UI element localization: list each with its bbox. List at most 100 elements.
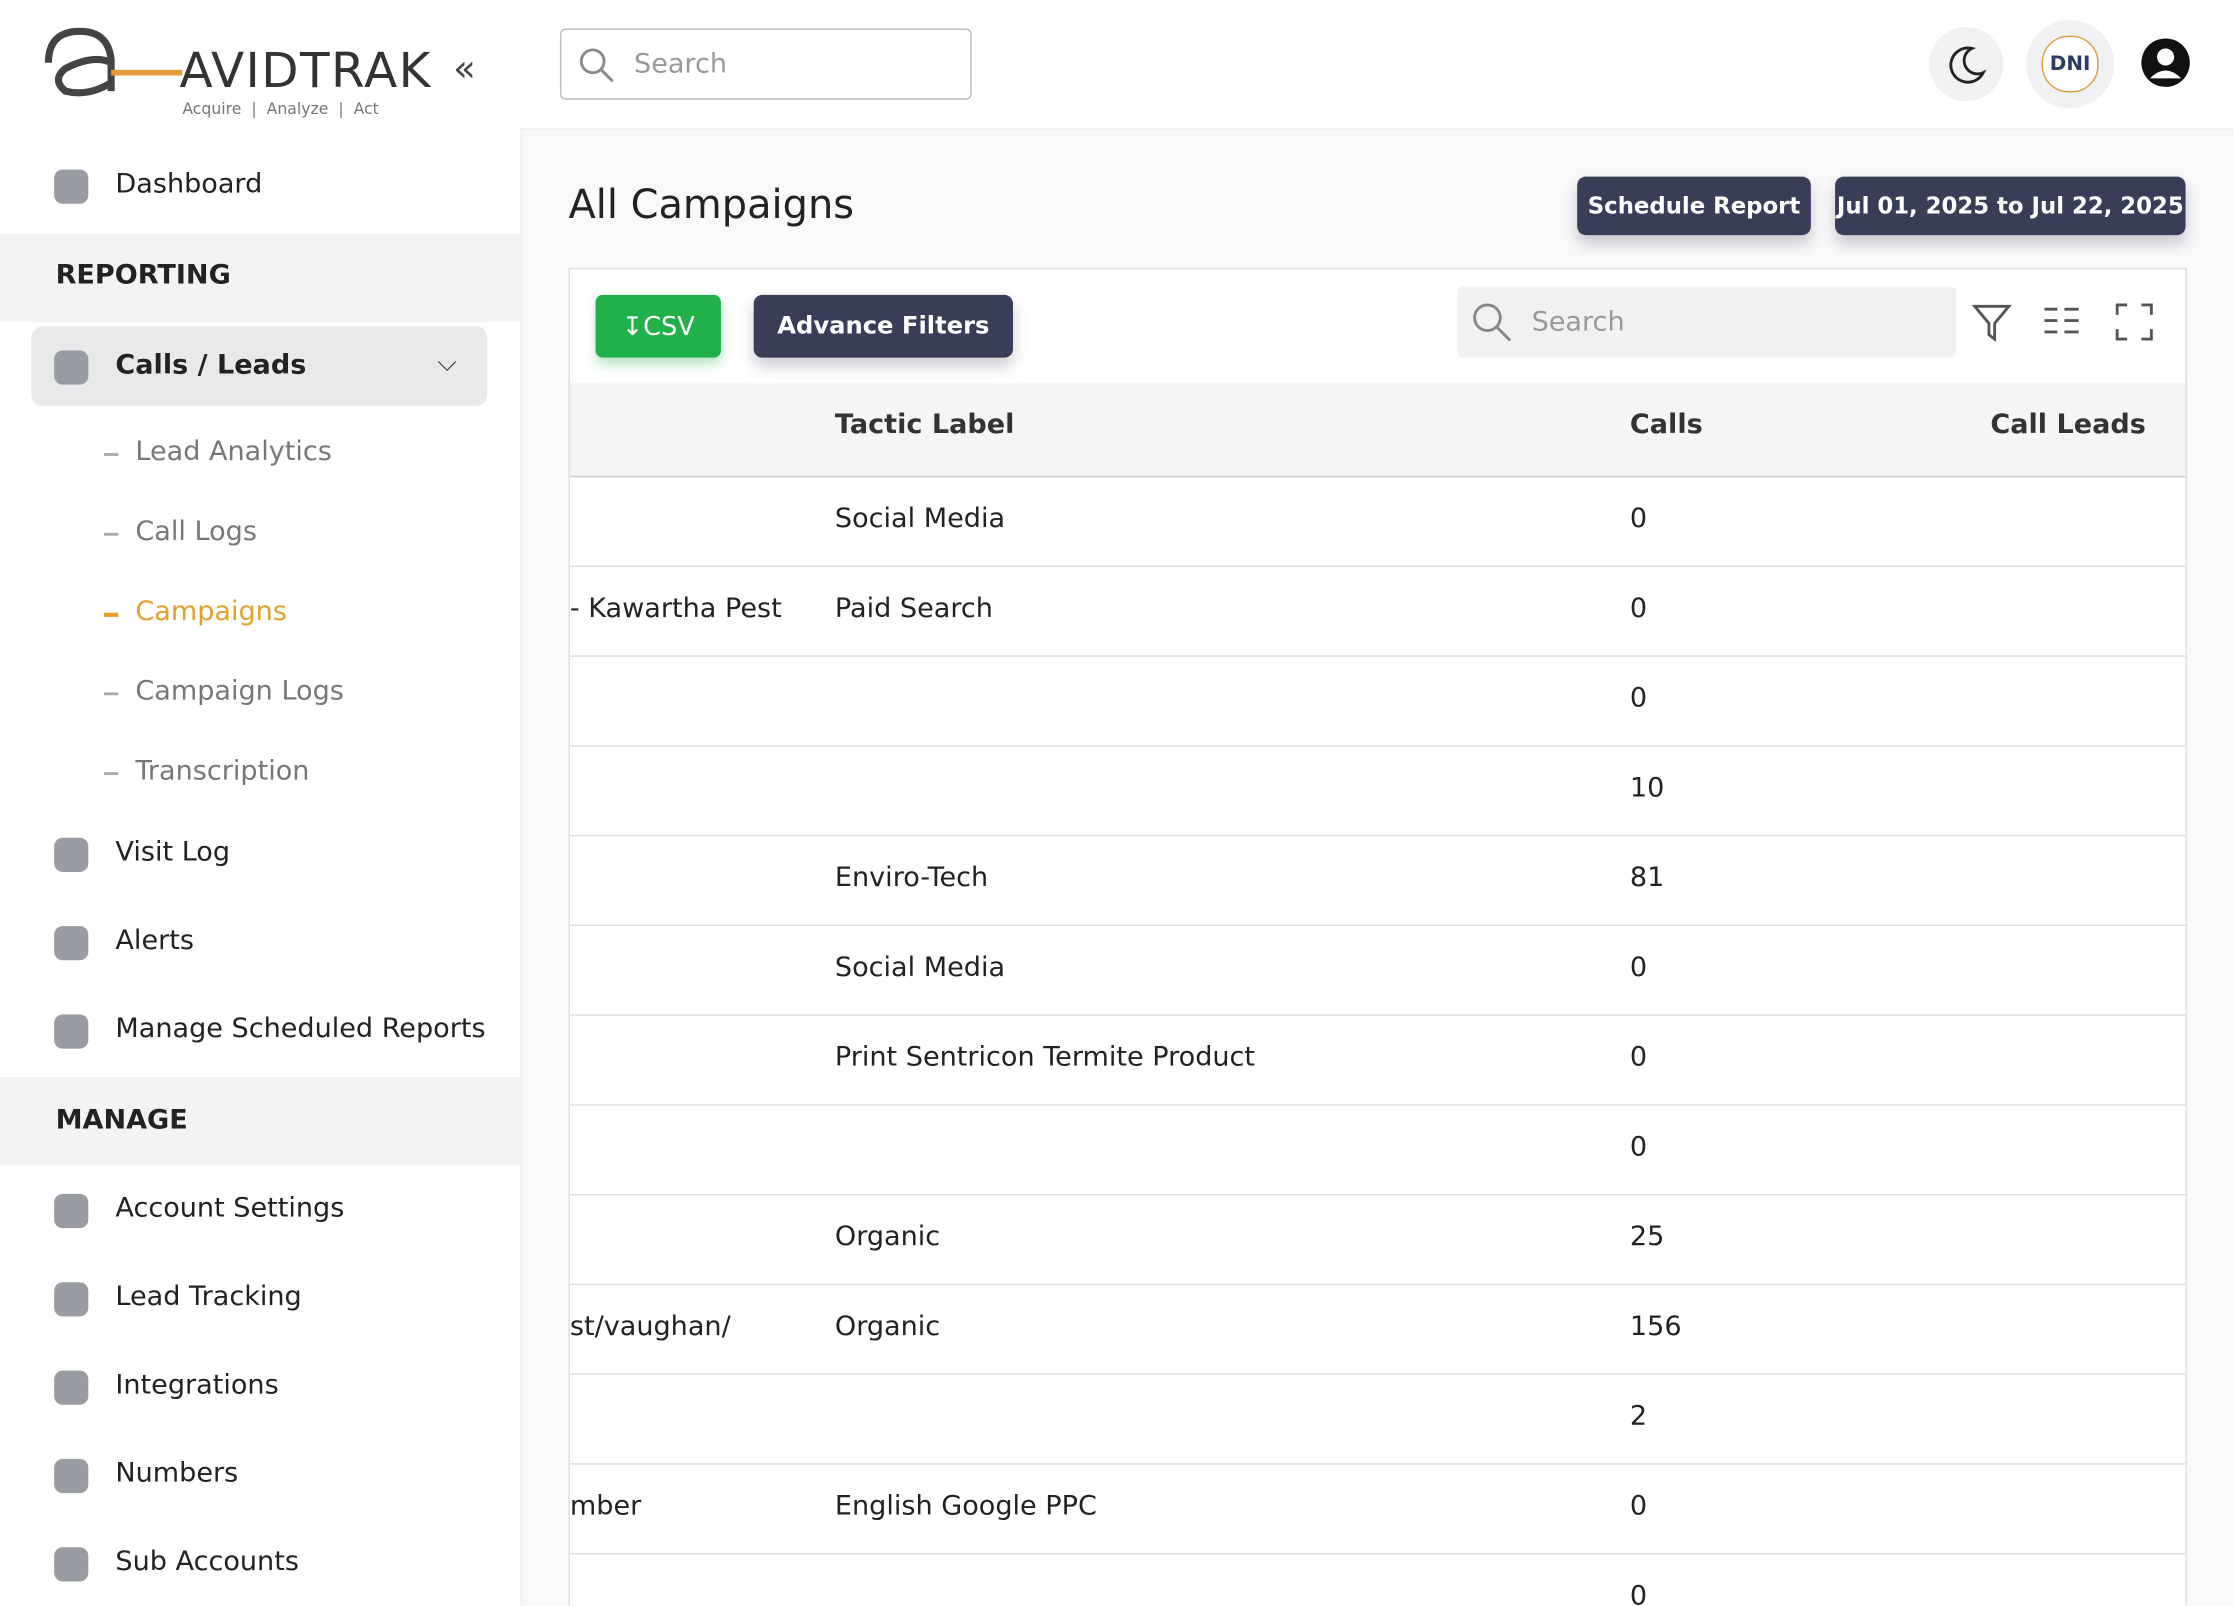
sub-dash — [104, 453, 119, 456]
header-search-placeholder: Search — [634, 48, 728, 80]
table-cell: 81 — [1629, 861, 1665, 894]
theme-toggle[interactable] — [1929, 27, 2004, 102]
table-cell: mber — [569, 1490, 642, 1522]
table-cell: Organic — [834, 1221, 941, 1253]
nav-icon — [54, 1282, 89, 1317]
sub-dash — [104, 772, 119, 776]
csv-button[interactable]: ↧ CSV — [595, 294, 721, 358]
section-title: REPORTING — [55, 259, 231, 291]
table-cell: 10 — [1629, 772, 1665, 804]
collapse-button[interactable]: « — [453, 48, 476, 92]
row-divider — [569, 1373, 2186, 1375]
row-divider — [569, 834, 2186, 837]
table-cell: Organic — [834, 1310, 941, 1343]
sub-dash — [104, 692, 119, 696]
table-cell: 0 — [1629, 1490, 1648, 1522]
page-title: All Campaigns — [568, 180, 855, 228]
logo-mark — [44, 27, 115, 97]
table-cell: Print Sentricon Termite Product — [834, 1041, 1256, 1073]
sub-dash — [104, 612, 119, 617]
table-cell: 2 — [1629, 1400, 1648, 1432]
section-title: MANAGE — [55, 1104, 188, 1136]
row-divider — [569, 1463, 2186, 1465]
dni-badge: DNI — [2041, 35, 2099, 93]
nav-item[interactable]: Dashboard — [115, 168, 263, 200]
nav-icon — [54, 1458, 89, 1494]
fullscreen-icon[interactable] — [2114, 302, 2154, 342]
row-divider — [569, 1104, 2186, 1106]
date-range-button[interactable]: Jul 01, 2025 to Jul 22, 2025 — [1835, 176, 2186, 236]
dni-button[interactable]: DNI — [2025, 19, 2115, 109]
nav-item[interactable]: Numbers — [115, 1457, 239, 1489]
table-cell: 0 — [1629, 951, 1648, 984]
row-divider — [569, 924, 2186, 927]
table-cell: 0 — [1629, 682, 1648, 714]
table-cell: 0 — [1629, 502, 1648, 535]
user-icon[interactable] — [2140, 37, 2191, 88]
section-header — [0, 233, 521, 322]
column-header[interactable]: Calls — [1629, 408, 1703, 441]
nav-group[interactable]: Calls / Leads — [115, 349, 307, 381]
table-cell: English Google PPC — [834, 1490, 1097, 1522]
table-cell: - Kawartha Pest — [569, 592, 782, 625]
nav-icon — [54, 1193, 89, 1229]
table-cell: 0 — [1629, 1580, 1648, 1606]
nav-icon — [54, 1370, 89, 1405]
sub-dash — [104, 532, 119, 536]
download-icon: ↧ — [621, 311, 644, 342]
row-divider — [569, 655, 2186, 657]
search-icon — [579, 48, 614, 83]
nav-item[interactable]: Alerts — [115, 924, 194, 957]
table-cell: 156 — [1629, 1310, 1682, 1343]
nav-icon — [54, 1014, 89, 1049]
chevron[interactable]: ⌵ — [437, 347, 457, 378]
table-cell: st/vaughan/ — [569, 1310, 731, 1343]
section-header — [0, 1077, 521, 1166]
nav-icon — [54, 1547, 89, 1582]
filter-label: Advance Filters — [777, 312, 990, 341]
sub-nav-item[interactable]: Lead Analytics — [135, 435, 332, 468]
logo-brand: AVIDTRAK — [179, 42, 432, 100]
columns-icon[interactable] — [2042, 303, 2085, 340]
table-cell: Social Media — [834, 951, 1006, 984]
row-divider — [569, 1552, 2186, 1555]
logo-tagline: Acquire | Analyze | Act — [182, 99, 379, 119]
nav-item[interactable]: Account Settings — [115, 1192, 345, 1224]
row-divider — [569, 565, 2186, 568]
nav-item[interactable]: Visit Log — [115, 836, 231, 868]
nav-group-active[interactable] — [31, 326, 488, 407]
nav-icon — [54, 350, 89, 385]
table-cell: Enviro-Tech — [834, 861, 989, 894]
table-cell: 0 — [1629, 1041, 1648, 1073]
table-cell: 0 — [1629, 592, 1648, 625]
filter-icon[interactable] — [1970, 301, 2013, 344]
row-divider — [569, 1193, 2186, 1196]
schedule-report-button[interactable]: Schedule Report — [1577, 176, 1811, 236]
nav-item[interactable]: Lead Tracking — [115, 1280, 302, 1313]
column-header[interactable]: Call Leads — [1990, 408, 2146, 441]
table-cell: Social Media — [834, 502, 1006, 535]
row-divider — [569, 1283, 2186, 1286]
header-search[interactable] — [559, 28, 972, 100]
row-divider — [569, 1014, 2186, 1016]
nav-item[interactable]: Sub Accounts — [115, 1545, 299, 1578]
nav-item[interactable]: Integrations — [115, 1369, 279, 1401]
table-search-icon — [1473, 303, 1512, 342]
table-header — [569, 383, 2186, 478]
csv-label: CSV — [643, 311, 695, 342]
nav-icon — [54, 926, 89, 961]
column-header[interactable]: Tactic Label — [834, 408, 1015, 441]
sub-nav-item[interactable]: Campaigns — [135, 595, 287, 627]
sub-nav-item[interactable]: Call Logs — [135, 515, 257, 548]
nav-item[interactable]: Manage Scheduled Reports — [115, 1012, 486, 1045]
row-divider — [569, 745, 2186, 747]
table-cell: 25 — [1629, 1221, 1665, 1253]
logo-dash — [111, 69, 183, 76]
advance-filters-button[interactable]: Advance Filters — [753, 294, 1013, 358]
sub-nav-item[interactable]: Campaign Logs — [135, 675, 344, 707]
sub-nav-item[interactable]: Transcription — [135, 755, 310, 787]
table-search[interactable] — [1457, 286, 1957, 358]
table-search-placeholder: Search — [1531, 306, 1625, 338]
